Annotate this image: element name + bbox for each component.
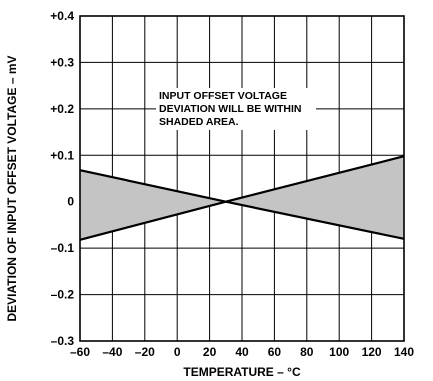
y-tick-label: +0.3 bbox=[50, 55, 74, 69]
y-tick-label: +0.2 bbox=[50, 102, 74, 116]
y-tick-label: –0.1 bbox=[51, 241, 75, 255]
x-tick-label: –60 bbox=[70, 345, 90, 359]
annotation-line-3: SHADED AREA. bbox=[159, 116, 239, 128]
y-tick-label: +0.4 bbox=[50, 9, 74, 23]
x-tick-label: 80 bbox=[300, 345, 314, 359]
x-tick-label: –20 bbox=[135, 345, 155, 359]
x-tick-label: –40 bbox=[102, 345, 122, 359]
y-tick-label: 0 bbox=[67, 195, 74, 209]
x-tick-label: 120 bbox=[362, 345, 382, 359]
plot-border bbox=[79, 15, 405, 342]
series-line-2 bbox=[79, 155, 405, 241]
annotation-line-2: DEVIATION WILL BE WITHIN bbox=[159, 103, 302, 115]
series-lines bbox=[79, 155, 405, 241]
shaded-region-right bbox=[225, 156, 404, 239]
y-axis-title: DEVIATION OF INPUT OFFSET VOLTAGE – mV bbox=[5, 55, 19, 321]
x-tick-label: 0 bbox=[174, 345, 181, 359]
x-axis-title: TEMPERATURE – °C bbox=[183, 365, 301, 379]
x-tick-label: 140 bbox=[394, 345, 414, 359]
y-tick-label: +0.1 bbox=[50, 148, 74, 162]
y-tick-label: –0.3 bbox=[51, 334, 75, 348]
y-tick-label: –0.2 bbox=[51, 288, 75, 302]
annotation-line-1: INPUT OFFSET VOLTAGE bbox=[159, 90, 287, 102]
shaded-region-left bbox=[80, 170, 226, 240]
x-tick-labels: –60 –40 –20 0 20 40 60 80 100 120 140 bbox=[70, 345, 414, 359]
x-tick-label: 40 bbox=[235, 345, 249, 359]
x-tick-label: 20 bbox=[203, 345, 217, 359]
x-tick-label: 100 bbox=[329, 345, 349, 359]
y-tick-labels: +0.4 +0.3 +0.2 +0.1 0 –0.1 –0.2 –0.3 bbox=[50, 9, 74, 348]
x-tick-label: 60 bbox=[268, 345, 282, 359]
annotation-background bbox=[156, 88, 316, 130]
